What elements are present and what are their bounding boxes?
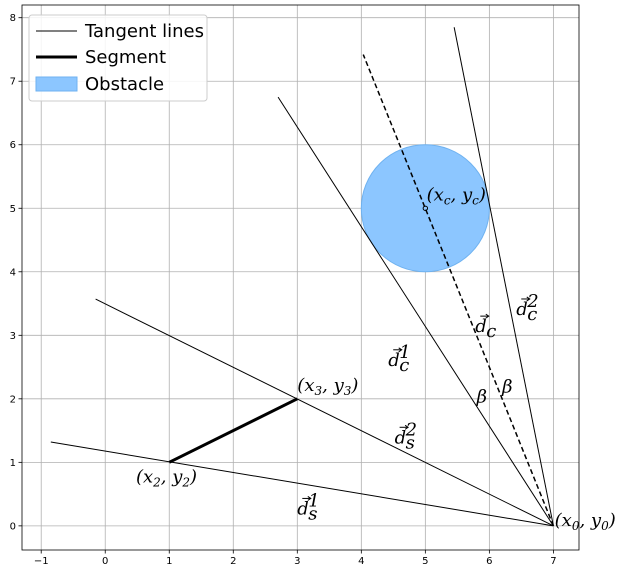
vector-label: d c2 xyxy=(516,291,538,325)
label-part: c xyxy=(472,194,479,208)
label-part: (x xyxy=(555,510,572,531)
legend-obstacle-swatch xyxy=(35,76,78,92)
x-tick-label: 3 xyxy=(294,556,300,567)
legend-obstacle-label: Obstacle xyxy=(85,74,164,95)
y-tick-label: 1 xyxy=(10,458,16,469)
label-part: , y xyxy=(161,467,183,488)
vector-label-base: d xyxy=(475,316,487,337)
angle-label-beta: β xyxy=(476,387,487,408)
vector-label-subscript: s xyxy=(406,432,415,453)
vector-label-base: d xyxy=(297,498,309,519)
y-tick-label: 6 xyxy=(10,140,16,151)
label-part: (x xyxy=(297,375,314,396)
center-marker xyxy=(422,205,429,211)
vector-arrow-head xyxy=(307,496,312,501)
vector-label: d s1 xyxy=(297,490,319,524)
vector-arrow-head xyxy=(404,424,410,430)
obstacle-circle xyxy=(360,144,490,273)
y-tick-label: 4 xyxy=(10,267,16,278)
x-tick-label: 7 xyxy=(550,556,556,567)
label-part: 0 xyxy=(572,519,580,533)
x-tick-label: 4 xyxy=(358,556,364,567)
vector-arrow-head xyxy=(485,313,490,319)
legend-segment-label: Segment xyxy=(85,47,166,68)
vector-label: d c1 xyxy=(388,342,410,376)
point-labels: (x0, y0)(x2, y2)(x3, y3)(xc, yc) xyxy=(136,185,616,533)
label-part: ) xyxy=(350,375,358,396)
point-label: (x2, y2) xyxy=(136,467,197,490)
y-tick-label: 7 xyxy=(10,77,16,88)
vector-label-base: d xyxy=(395,427,407,448)
label-part: , y xyxy=(322,375,344,396)
tangent-line xyxy=(453,27,554,526)
label-part: (x xyxy=(427,185,444,206)
label-part: ) xyxy=(608,510,616,531)
label-part: ) xyxy=(189,467,197,488)
y-tick-label: 0 xyxy=(10,521,16,532)
label-part: 2 xyxy=(152,476,161,490)
y-tick-label: 3 xyxy=(10,331,16,342)
label-part: 3 xyxy=(344,384,352,398)
label-part: , y xyxy=(451,185,473,206)
tangent-line xyxy=(277,96,554,527)
x-tick-label: 2 xyxy=(230,556,236,567)
vector-label-superscript: 1 xyxy=(399,342,410,363)
vector-label-subscript: c xyxy=(486,321,496,342)
x-tick-label: −1 xyxy=(34,556,49,567)
tangent-line xyxy=(95,298,554,527)
label-part: , y xyxy=(579,510,601,531)
vector-label-superscript: 2 xyxy=(405,419,417,440)
tangent-line xyxy=(50,441,554,527)
y-tick-label: 8 xyxy=(10,13,16,24)
x-tick-label: 1 xyxy=(166,556,172,567)
label-part: (x xyxy=(136,467,153,488)
vector-label-subscript: s xyxy=(308,503,317,524)
label-part: c xyxy=(444,194,451,208)
legend-tangent-label: Tangent lines xyxy=(84,21,204,42)
point-label: (x0, y0) xyxy=(555,510,616,533)
vector-arrow-head xyxy=(398,347,403,353)
vector-label-subscript: c xyxy=(527,304,537,325)
x-tick-label: 5 xyxy=(422,556,428,567)
point-label: (x3, y3) xyxy=(297,375,358,398)
ticks: −1 0 1 2 3 4 5 6 7 0 1 2 3 4 5 6 7 8 xyxy=(10,13,557,567)
plot-content xyxy=(50,27,555,527)
angle-label-beta: β xyxy=(501,376,512,397)
legend: Tangent lines Segment Obstacle xyxy=(28,14,208,102)
segment-line xyxy=(168,397,298,464)
vector-label-superscript: 1 xyxy=(308,490,319,511)
vector-label-base: d xyxy=(516,299,528,320)
y-tick-label: 5 xyxy=(10,204,16,215)
label-part: 2 xyxy=(181,476,190,490)
label-part: 0 xyxy=(601,519,609,533)
vector-arrow-head xyxy=(526,296,531,302)
vector-label-superscript: 2 xyxy=(526,291,538,312)
vector-label-base: d xyxy=(388,350,400,371)
vector-label: d s2 xyxy=(395,419,417,453)
axes-frame xyxy=(21,4,580,551)
x-tick-label: 0 xyxy=(102,556,108,567)
label-part: 3 xyxy=(314,384,322,398)
vector-labels: d c1d c2d cd s2d s1 xyxy=(297,291,538,524)
y-tick-label: 2 xyxy=(10,394,16,405)
center-direction-line xyxy=(362,54,555,527)
vector-label-subscript: c xyxy=(399,355,409,376)
label-part: ) xyxy=(478,185,486,206)
x-tick-label: 6 xyxy=(486,556,492,567)
point-label: (xc, yc) xyxy=(427,185,486,208)
